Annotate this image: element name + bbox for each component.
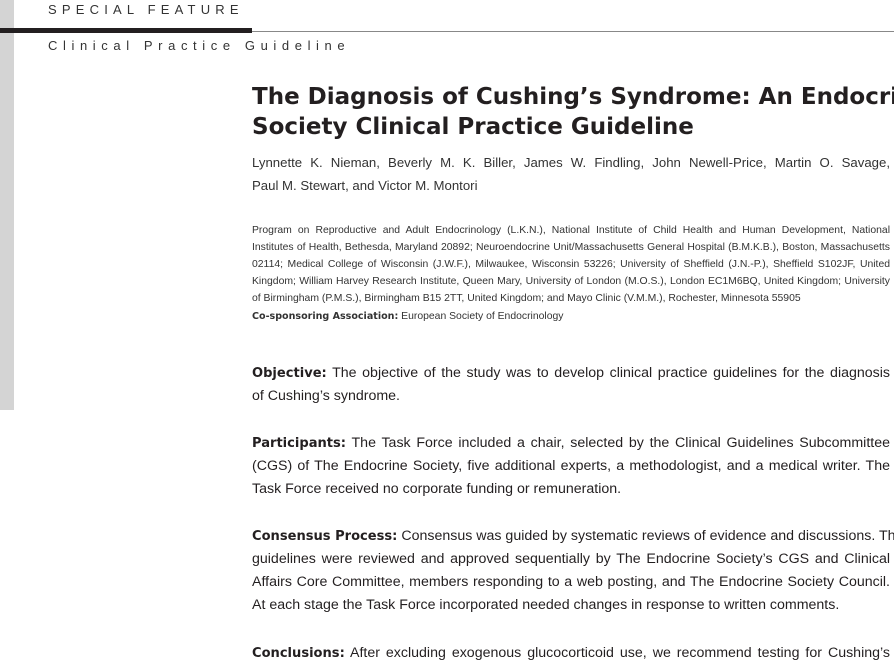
abstract-line: (CGS) of The Endocrine Society, five add…	[252, 458, 890, 474]
abstract-line: Task Force received no corporate funding…	[252, 481, 622, 497]
cosponsor-label: Co-sponsoring Association:	[252, 311, 399, 322]
cosponsor: Co-sponsoring Association: European Soci…	[252, 310, 890, 324]
author-line: Paul M. Stewart, and Victor M. Montori	[252, 178, 478, 193]
header-rule-thick	[0, 28, 252, 33]
title-line: The Diagnosis of Cushing’s Syndrome: An …	[252, 84, 894, 110]
authors: Lynnette K. Nieman, Beverly M. K. Biller…	[252, 151, 890, 197]
margin-bar	[0, 0, 14, 410]
affiliation-line: 02114; Medical College of Wisconsin (J.W…	[252, 259, 890, 270]
abstract-heading: Conclusions:	[252, 646, 345, 661]
abstract-paragraph: Objective: The objective of the study wa…	[252, 362, 890, 408]
affiliation-line: Kingdom; William Harvey Research Institu…	[252, 276, 890, 287]
abstract-line: Consensus Process: Consensus was guided …	[252, 528, 894, 544]
affiliation-line: Institutes of Health, Bethesda, Maryland…	[252, 242, 890, 253]
abstract-heading: Consensus Process:	[252, 529, 398, 544]
abstract-heading: Objective:	[252, 366, 327, 381]
affiliation-line: of Birmingham (P.M.S.), Birmingham B15 2…	[252, 293, 801, 304]
abstract-line: Participants: The Task Force included a …	[252, 435, 890, 451]
abstract-line: At each stage the Task Force incorporate…	[252, 597, 840, 613]
title-line: Society Clinical Practice Guideline	[252, 114, 694, 140]
abstract-line: Conclusions: After excluding exogenous g…	[252, 645, 890, 661]
abstract-line: guidelines were reviewed and approved se…	[252, 551, 890, 567]
abstract-paragraph: Conclusions: After excluding exogenous g…	[252, 642, 890, 665]
section-label: Clinical Practice Guideline	[48, 38, 351, 53]
affiliation-line: Program on Reproductive and Adult Endocr…	[252, 225, 890, 236]
abstract-paragraph: Participants: The Task Force included a …	[252, 432, 890, 501]
article-title: The Diagnosis of Cushing’s Syndrome: An …	[252, 82, 894, 142]
abstract-paragraph: Consensus Process: Consensus was guided …	[252, 525, 894, 617]
cosponsor-value: European Society of Endocrinology	[398, 311, 564, 322]
abstract-line: Affairs Core Committee, members respondi…	[252, 574, 890, 590]
abstract-line: Objective: The objective of the study wa…	[252, 365, 890, 381]
author-line: Lynnette K. Nieman, Beverly M. K. Biller…	[252, 155, 890, 170]
abstract-heading: Participants:	[252, 436, 347, 451]
affiliations: Program on Reproductive and Adult Endocr…	[252, 222, 890, 307]
header-rule-thin	[252, 31, 894, 32]
feature-label: SPECIAL FEATURE	[48, 2, 244, 17]
abstract-line: of Cushing’s syndrome.	[252, 388, 400, 404]
